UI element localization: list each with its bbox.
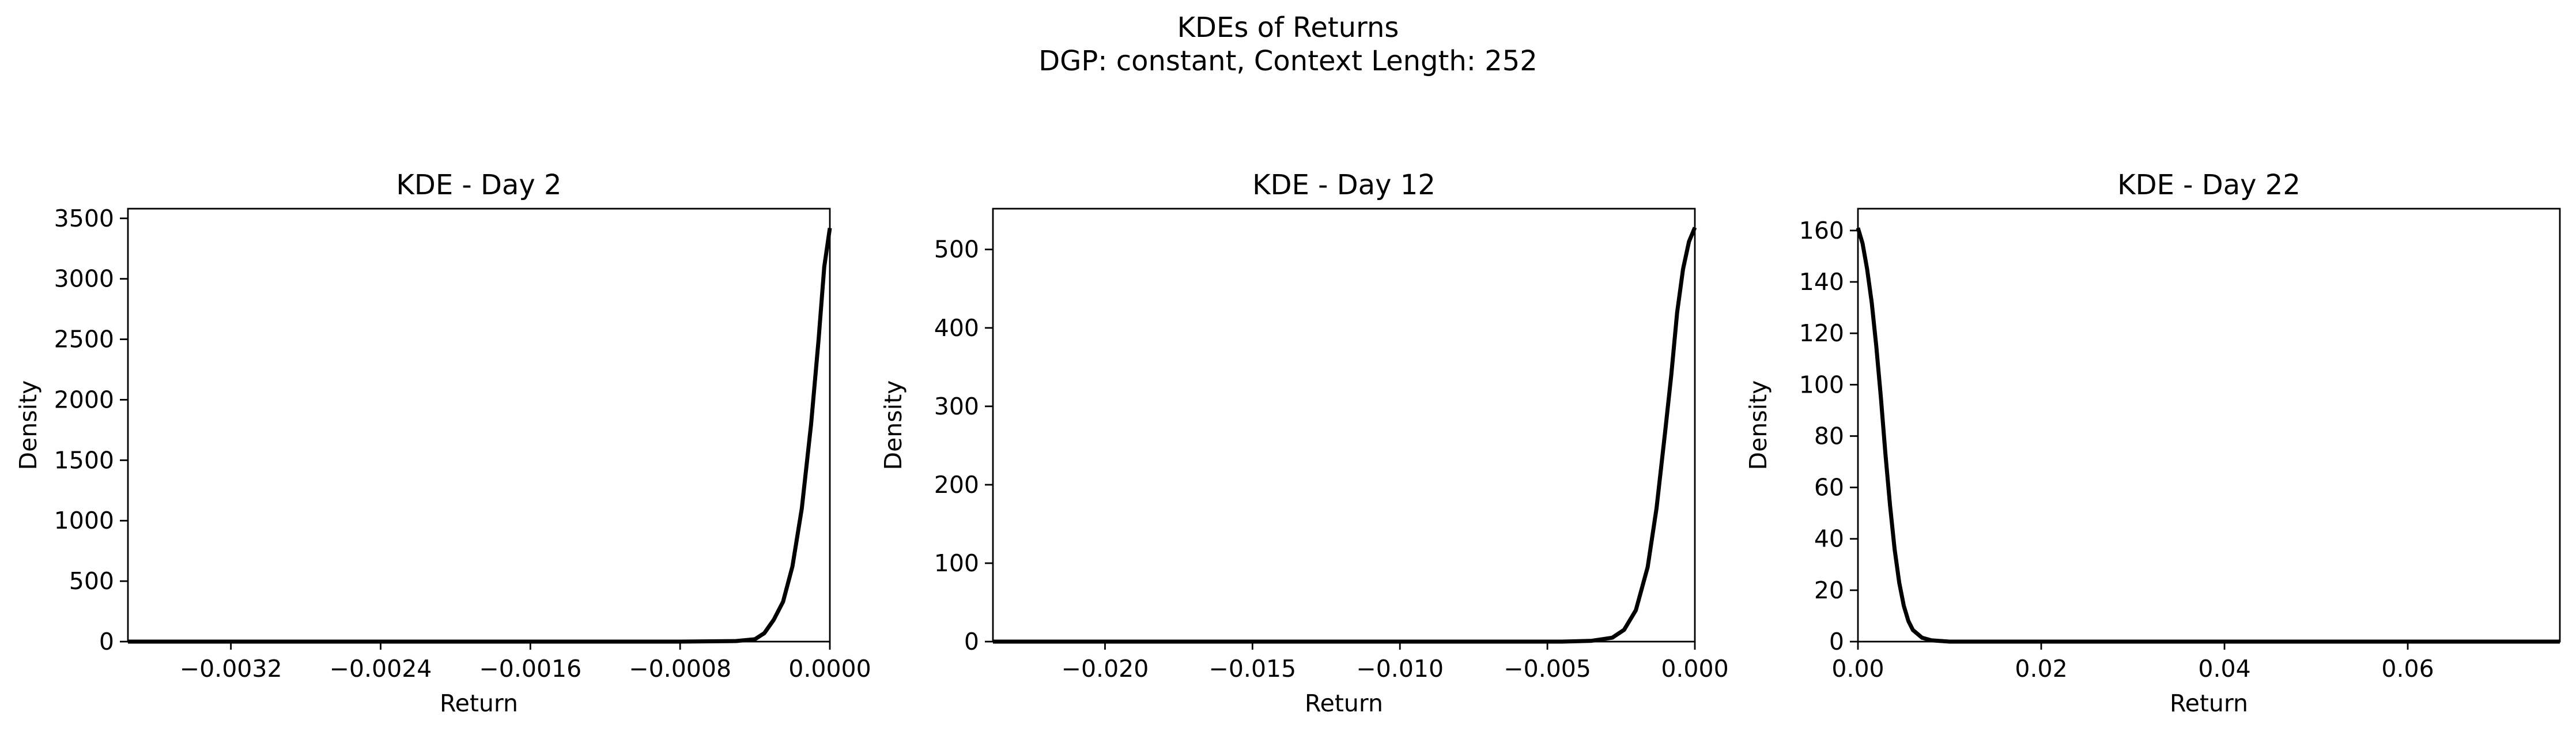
chart-0-x-tick-label-0: −0.0032 xyxy=(180,655,282,683)
chart-1-y-tick-label-5: 500 xyxy=(934,236,979,263)
figure-suptitle-line2: DGP: constant, Context Length: 252 xyxy=(1038,45,1538,77)
chart-1-x-tick-label-4: 0.000 xyxy=(1661,655,1728,683)
chart-1-y-tick-label-3: 300 xyxy=(934,393,979,420)
chart-1-y-tick-label-1: 100 xyxy=(934,549,979,577)
chart-1-x-tick-label-3: −0.005 xyxy=(1504,655,1591,683)
chart-1-y-tick-label-0: 0 xyxy=(964,628,979,655)
chart-1-y-tick-label-4: 400 xyxy=(934,314,979,342)
chart-0-y-tick-label-0: 0 xyxy=(99,628,114,655)
chart-1-x-tick-label-1: −0.015 xyxy=(1208,655,1296,683)
chart-0-y-tick-label-7: 3500 xyxy=(54,205,114,232)
chart-2-ylabel: Density xyxy=(1744,380,1772,470)
chart-2-y-tick-label-6: 120 xyxy=(1799,319,1844,347)
chart-1-axes-frame xyxy=(992,208,1696,643)
chart-2-series-0-line xyxy=(1856,227,2560,644)
chart-2-title: KDE - Day 22 xyxy=(2117,169,2301,201)
chart-1-ylabel: Density xyxy=(879,380,907,470)
chart-0-y-tick-label-2: 1000 xyxy=(54,507,114,534)
chart-0-title: KDE - Day 2 xyxy=(396,169,561,201)
chart-0-y-tick-label-6: 3000 xyxy=(54,265,114,293)
chart-1-xlabel: Return xyxy=(1305,689,1383,717)
kde-panel-day-12: −0.020 −0.015 −0.010 −0.005 0.000 0 100 200 300 4… xyxy=(879,169,1729,717)
chart-2-y-tick-label-0: 0 xyxy=(1829,628,1844,655)
chart-2-y-tick-label-7: 140 xyxy=(1799,268,1844,296)
chart-2-y-tick-label-4: 80 xyxy=(1814,422,1844,450)
chart-1-y-tick-label-2: 200 xyxy=(934,471,979,499)
chart-2-x-tick-label-0: 0.00 xyxy=(1831,655,1884,683)
chart-0-x-tick-label-2: −0.0016 xyxy=(479,655,581,683)
chart-1-x-tick-label-0: −0.020 xyxy=(1062,655,1149,683)
chart-2-y-tick-label-5: 100 xyxy=(1799,371,1844,398)
chart-2-x-tick-label-2: 0.04 xyxy=(2198,655,2250,683)
chart-2-x-tick-label-1: 0.02 xyxy=(2015,655,2067,683)
chart-2-axes-frame xyxy=(1857,208,2561,643)
chart-2-y-tick-label-8: 160 xyxy=(1799,217,1844,244)
chart-0-xlabel: Return xyxy=(440,689,518,717)
chart-0-x-tick-label-1: −0.0024 xyxy=(330,655,432,683)
chart-2-y-tick-label-2: 40 xyxy=(1814,525,1844,553)
chart-1-x-tick-label-2: −0.010 xyxy=(1356,655,1444,683)
chart-0-y-tick-label-5: 2500 xyxy=(54,326,114,353)
chart-1-title: KDE - Day 12 xyxy=(1252,169,1436,201)
chart-0-series-0-line xyxy=(128,228,832,644)
kde-panel-day-2: −0.0032 −0.0024 −0.0016 −0.0008 0.0000 0 500 10… xyxy=(14,169,871,717)
chart-0-y-tick-label-3: 1500 xyxy=(54,446,114,474)
chart-2-y-tick-label-3: 60 xyxy=(1814,474,1844,502)
chart-0-y-tick-label-4: 2000 xyxy=(54,386,114,413)
kde-panel-day-22: 0.00 0.02 0.04 0.06 0 20 40 60 80 100 120 140 160 KDE… xyxy=(1744,169,2561,717)
chart-2-xlabel: Return xyxy=(2170,689,2248,717)
chart-0-x-tick-label-3: −0.0008 xyxy=(629,655,731,683)
chart-1-series-0-line xyxy=(993,227,1697,644)
figure-suptitle-line1: KDEs of Returns xyxy=(1177,12,1399,44)
chart-0-axes-frame xyxy=(127,208,831,643)
chart-2-x-tick-label-3: 0.06 xyxy=(2381,655,2434,683)
chart-0-y-tick-label-1: 500 xyxy=(69,567,114,595)
chart-0-ylabel: Density xyxy=(14,380,42,470)
chart-0-x-tick-label-4: 0.0000 xyxy=(788,655,871,683)
chart-2-y-tick-label-1: 20 xyxy=(1814,576,1844,604)
